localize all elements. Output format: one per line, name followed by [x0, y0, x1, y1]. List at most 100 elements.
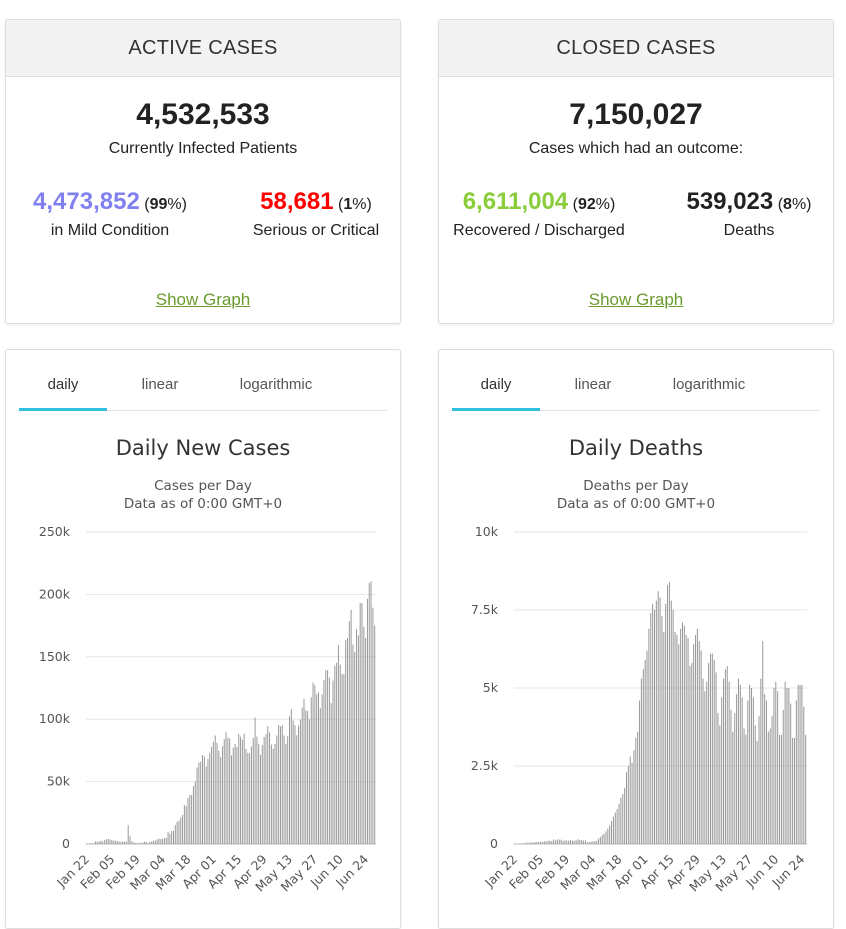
cases-bar	[362, 603, 363, 844]
deaths-y-tick-label: 10k	[475, 524, 499, 539]
cases-bar	[246, 749, 247, 844]
deaths-bar	[693, 644, 694, 844]
cases-bar	[137, 843, 138, 844]
cases-bar	[305, 710, 306, 844]
cases-bar	[151, 842, 152, 845]
cases-bar	[354, 652, 355, 844]
cases-bar	[106, 839, 107, 844]
cases-bar	[119, 842, 120, 845]
cases-bar	[148, 843, 149, 844]
deaths-bar	[652, 604, 653, 844]
cases-bar	[86, 843, 87, 844]
active-cases-card: ACTIVE CASES 4,532,533 Currently Infecte…	[5, 19, 401, 324]
deaths-bar	[781, 735, 782, 844]
cases-bar	[162, 839, 163, 844]
deaths-bar	[622, 794, 623, 844]
cases-bar	[269, 732, 270, 844]
cases-bar	[280, 726, 281, 844]
cases-bar	[195, 781, 196, 844]
deaths-bar	[770, 729, 771, 844]
cases-bar	[242, 740, 243, 844]
cases-bar	[307, 711, 308, 844]
deaths-bar	[667, 585, 668, 844]
cases-bar	[101, 841, 102, 844]
deaths-bar	[697, 629, 698, 844]
deaths-bar	[572, 841, 573, 844]
cases-y-tick-label: 250k	[39, 524, 71, 539]
cases-bar	[349, 621, 350, 844]
deaths-bar	[801, 685, 802, 844]
cases-bar	[325, 670, 326, 844]
deaths-bar	[676, 635, 677, 844]
cases-bar	[97, 842, 98, 844]
deaths-bar	[607, 829, 608, 844]
cases-bar	[126, 842, 127, 845]
deaths-bar	[714, 660, 715, 844]
cases-bar	[323, 680, 324, 844]
cases-bar	[342, 674, 343, 844]
cases-bar	[291, 709, 292, 844]
serious-critical-label: Serious or Critical	[226, 222, 401, 240]
cases-bar	[122, 842, 123, 845]
deaths-bar	[626, 772, 627, 844]
deaths-bar	[613, 817, 614, 844]
cases-bar	[309, 719, 310, 844]
cases-bar	[177, 822, 178, 844]
daily-deaths-chart-card: daily linear logarithmic Daily Deaths De…	[438, 349, 834, 929]
deaths-bar	[660, 598, 661, 844]
deaths-bar	[536, 842, 537, 844]
deaths-bar	[576, 840, 577, 844]
cases-bar	[260, 755, 261, 844]
cases-bar	[146, 842, 147, 844]
cases-bar	[217, 743, 218, 844]
closed-cases-total-label: Cases which had an outcome:	[439, 140, 833, 158]
cases-bar	[189, 795, 190, 844]
cases-bar	[206, 767, 207, 845]
cases-bar	[294, 725, 295, 844]
cases-bar	[155, 841, 156, 844]
cases-bar	[102, 841, 103, 844]
deaths-bar	[712, 654, 713, 844]
deaths-bar	[689, 666, 690, 844]
cases-bar	[360, 603, 361, 844]
deaths-bar	[648, 629, 649, 844]
cases-bar	[314, 685, 315, 844]
deaths-bar	[566, 841, 567, 844]
deaths-bar	[656, 601, 657, 844]
cases-bar	[131, 841, 132, 844]
deaths-bar	[688, 638, 689, 844]
deaths-bar	[691, 663, 692, 844]
deaths-bar	[583, 841, 584, 844]
deaths-bar	[658, 591, 659, 844]
deaths-bar	[594, 841, 595, 844]
mild-condition-percent: (99%)	[144, 196, 187, 213]
deaths-bar	[546, 841, 547, 844]
deaths-bar	[702, 679, 703, 844]
deaths-bar	[549, 841, 550, 844]
deaths-bar	[620, 798, 621, 844]
deaths-value: 539,023	[686, 188, 773, 215]
active-show-graph-link[interactable]: Show Graph	[6, 290, 400, 310]
deaths-bar	[796, 700, 797, 844]
recovered-value: 6,611,004	[463, 188, 568, 215]
cases-bar	[149, 842, 150, 844]
cases-y-tick-label: 150k	[39, 649, 71, 664]
cases-bar	[275, 744, 276, 844]
deaths-bar	[730, 710, 731, 844]
deaths-bar	[742, 697, 743, 844]
deaths-bar	[732, 732, 733, 844]
recovered-label: Recovered / Discharged	[449, 222, 629, 240]
deaths-bar	[632, 763, 633, 844]
deaths-bar	[805, 735, 806, 844]
deaths-bar	[563, 841, 564, 844]
cases-bar	[207, 759, 208, 844]
cases-bar	[296, 735, 297, 844]
deaths-bar	[602, 835, 603, 844]
deaths-bar	[744, 729, 745, 844]
serious-critical-percent: (1%)	[338, 196, 372, 213]
closed-cases-title: CLOSED CASES	[439, 20, 833, 77]
cases-bar	[171, 831, 172, 844]
cases-bar	[117, 841, 118, 844]
closed-show-graph-link[interactable]: Show Graph	[439, 290, 833, 310]
deaths-bar	[800, 685, 801, 844]
